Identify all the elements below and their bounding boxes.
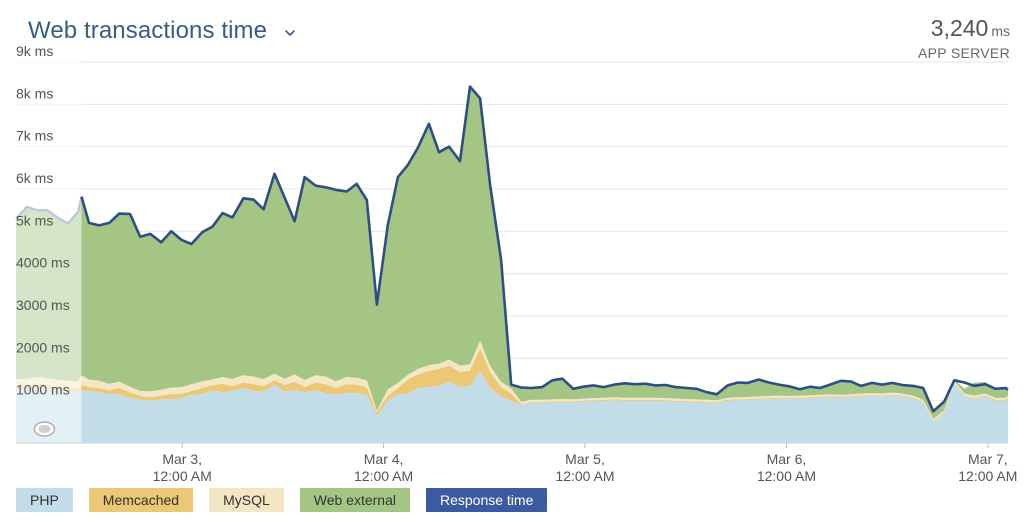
legend-item-memcached[interactable]: Memcached [88,488,194,512]
summary-label: APP SERVER [918,45,1010,61]
legend-item-response-time[interactable]: Response time [425,488,548,512]
selection-base [16,442,82,443]
x-tick-label: 12:00 AM [958,468,1017,484]
legend-item-web-external[interactable]: Web external [299,488,410,512]
chart-title: Web transactions time [28,17,268,44]
x-tick-label: 12:00 AM [354,468,413,484]
x-tick-label: 12:00 AM [555,468,614,484]
handle-icon-inner [38,425,51,433]
y-tick-label: 8k ms [16,85,53,101]
area-web-external [16,86,1008,419]
summary-unit: ms [991,23,1010,39]
stacked-areas [16,86,1008,443]
response-line-faded [15,196,83,225]
chart-title-dropdown[interactable]: Web transactions time [28,17,297,45]
response-line-path [80,85,1009,413]
y-tick-label: 7k ms [16,128,53,144]
selection-overlay [16,60,82,443]
x-tick-label: 12:00 AM [153,468,212,484]
x-tick-label: Mar 7, [968,451,1008,467]
y-tick-label: 2000 ms [16,339,70,355]
area-mysql [16,340,1008,421]
y-tick-label: 9k ms [16,43,53,59]
x-tick-label: Mar 4, [364,451,404,467]
y-tick-label: 5k ms [16,212,53,228]
x-tick-label: Mar 5, [565,451,605,467]
x-tick-label: Mar 3, [162,451,202,467]
summary-metric: 3,240 ms APP SERVER [918,16,1010,61]
selection-mask [16,60,82,443]
y-tick-label: 6k ms [16,170,53,186]
x-tick-label: 12:00 AM [757,468,816,484]
y-tick-label: 3000 ms [16,297,70,313]
area-php [16,371,1008,443]
response-line [15,85,1009,413]
y-tick-label: 4000 ms [16,255,70,271]
y-tick-label: 1000 ms [16,382,70,398]
selection-handle[interactable] [33,421,56,437]
chevron-down-icon[interactable] [283,26,297,40]
x-tick-label: Mar 6, [767,451,807,467]
legend-item-php[interactable]: PHP [16,488,73,512]
chart-legend: PHP Memcached MySQL Web external Respons… [16,488,548,512]
legend-item-mysql[interactable]: MySQL [209,488,284,512]
chart-header: Web transactions time [28,14,297,48]
summary-value: 3,240 [930,15,989,41]
y-axis: 1000 ms 2000 ms 3000 ms 4000 ms 5k ms 6k ms 7k… [16,43,70,398]
